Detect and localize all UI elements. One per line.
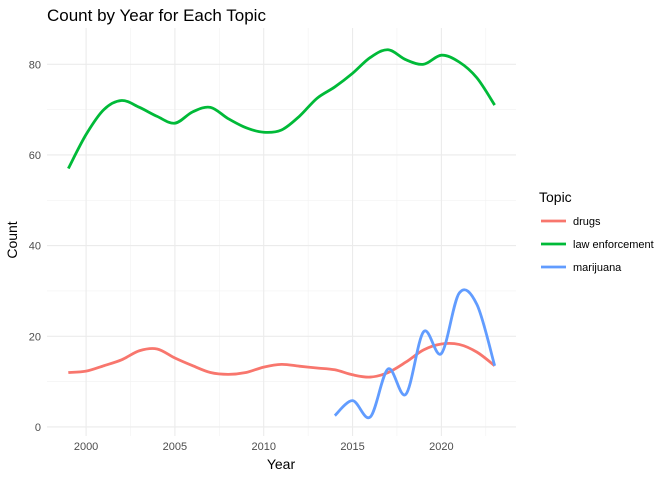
legend-label-drugs: drugs (573, 216, 601, 228)
series-line-law-enforcement (67, 48, 496, 170)
series-lines (67, 48, 497, 420)
y-axis-title: Count (4, 221, 20, 258)
y-axis-ticks: 0 20 40 60 80 (29, 59, 41, 434)
legend: Topic drugs law enforcement marijuana (539, 189, 654, 274)
y-tick-label: 0 (35, 422, 41, 434)
x-axis-ticks: 2000 2005 2010 2015 2020 (74, 441, 454, 453)
x-tick-label: 2020 (429, 441, 453, 453)
x-tick-label: 2015 (340, 441, 364, 453)
series-line-drugs (68, 341, 496, 379)
x-tick-label: 2010 (251, 441, 275, 453)
series-line-marijuana (333, 288, 497, 420)
legend-title: Topic (539, 189, 572, 205)
y-tick-label: 20 (29, 331, 41, 343)
minor-gridlines (47, 28, 516, 436)
y-tick-label: 40 (29, 241, 41, 253)
y-tick-label: 80 (29, 59, 41, 71)
chart-title: Count by Year for Each Topic (47, 6, 266, 25)
legend-items: drugs law enforcement marijuana (541, 216, 654, 274)
major-gridlines (47, 28, 516, 436)
legend-label-marijuana: marijuana (573, 262, 622, 274)
x-axis-title: Year (267, 456, 296, 472)
y-tick-label: 60 (29, 150, 41, 162)
x-tick-label: 2005 (163, 441, 187, 453)
legend-label-law-enforcement: law enforcement (573, 239, 654, 251)
x-tick-label: 2000 (74, 441, 98, 453)
